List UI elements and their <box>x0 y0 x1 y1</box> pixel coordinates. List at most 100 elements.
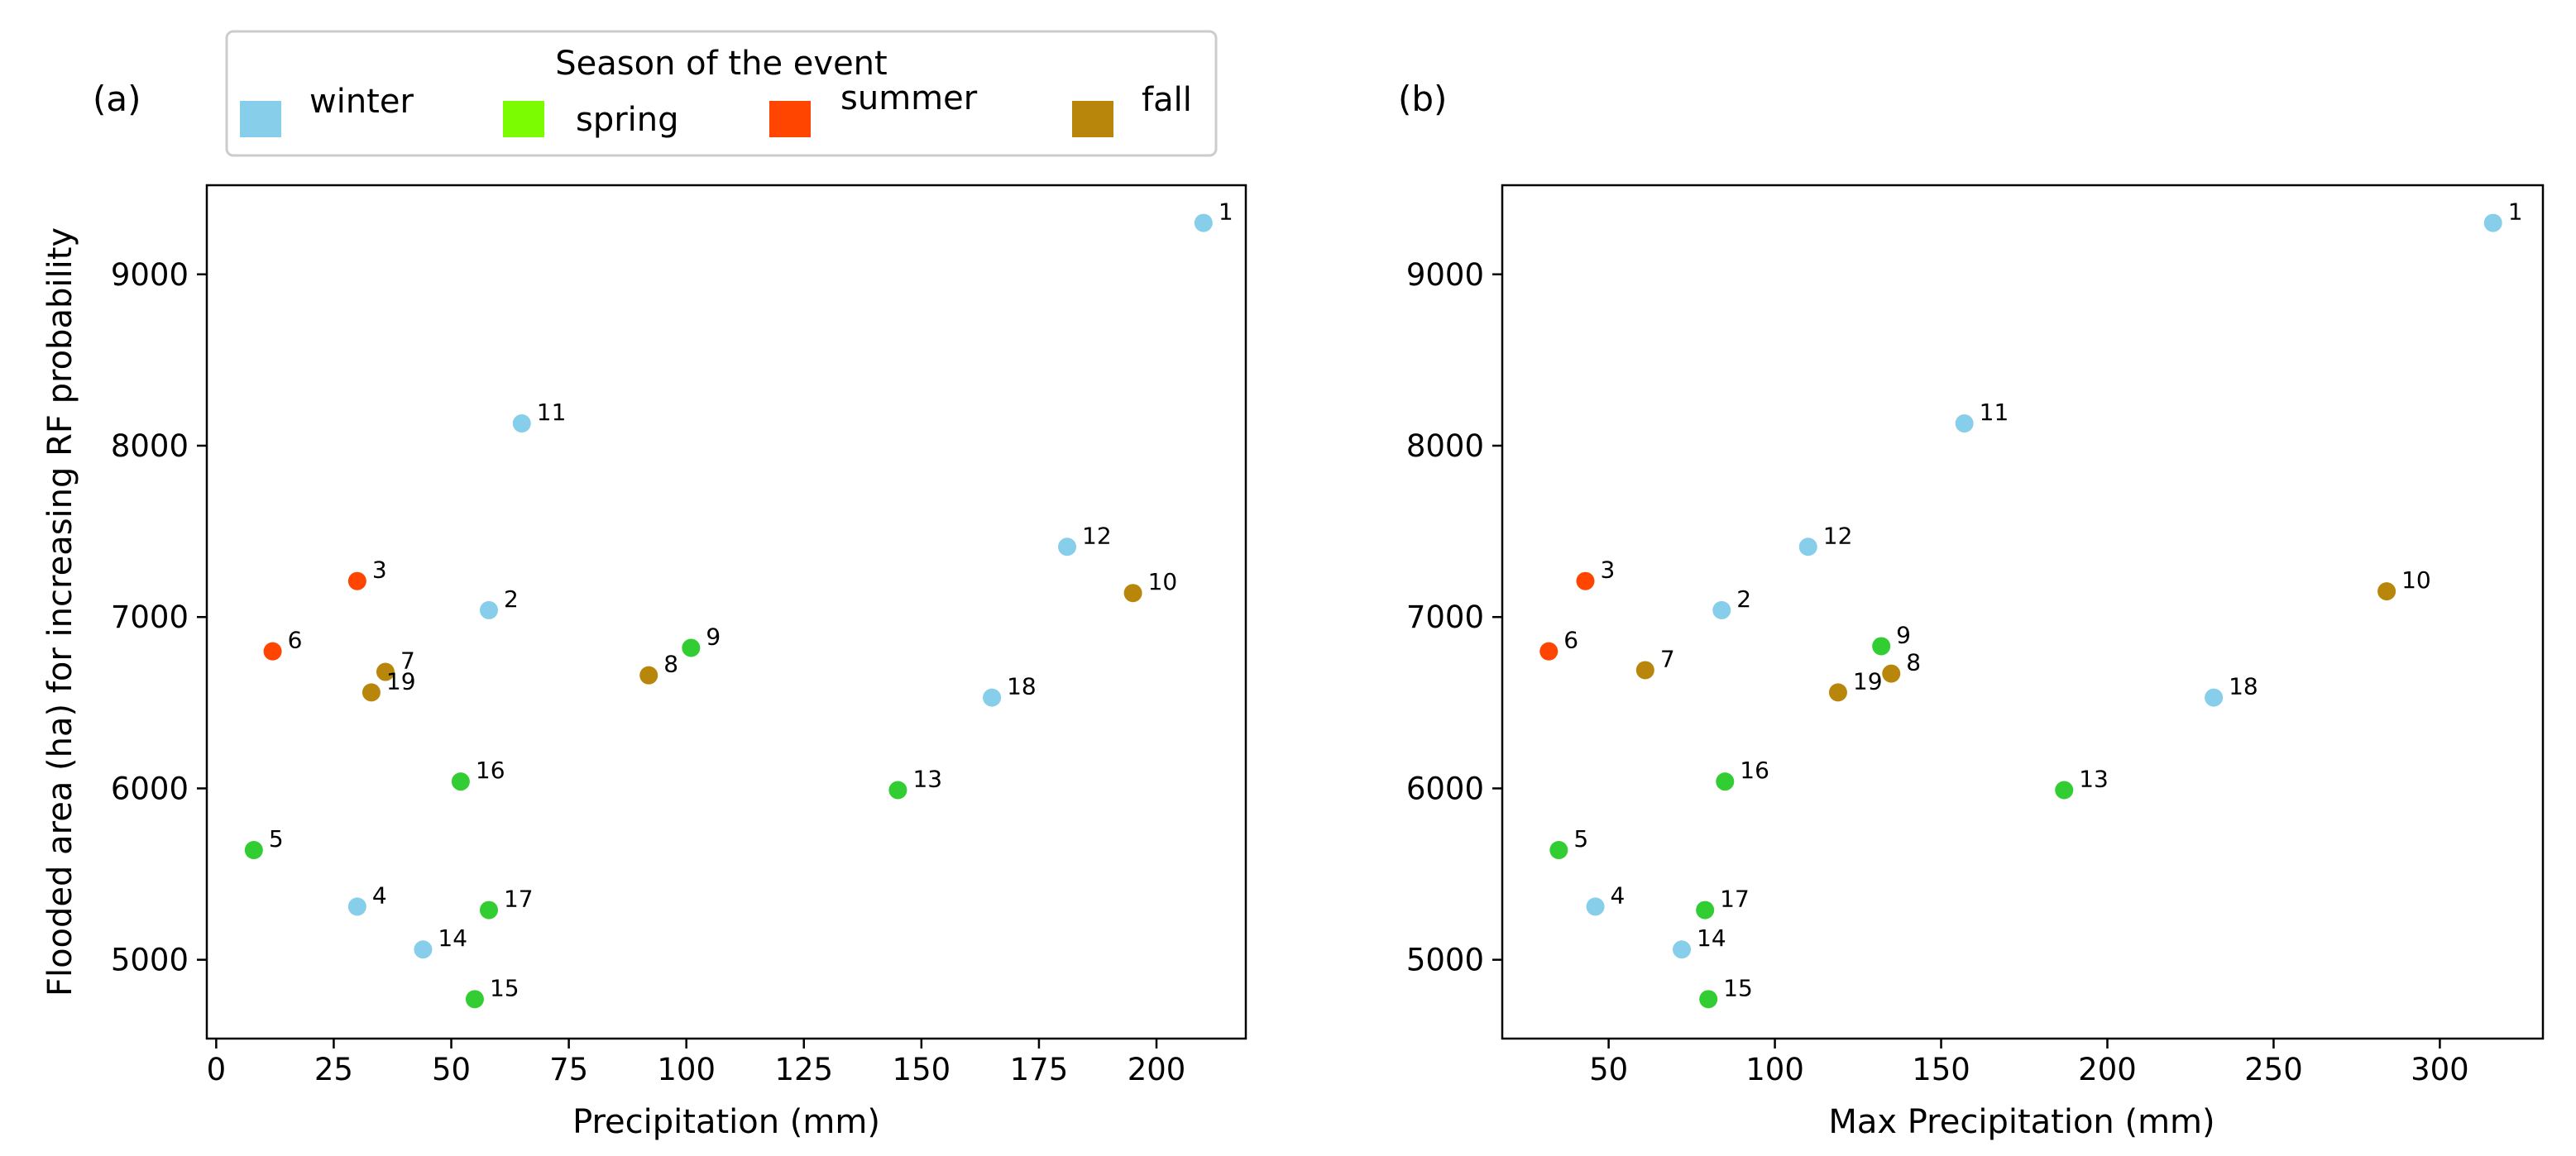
legend-label-fall: fall <box>1142 81 1192 119</box>
point-label-b-2: 2 <box>1736 585 1751 613</box>
point-label-a-10: 10 <box>1148 568 1178 595</box>
y-tick-label-b-1: 6000 <box>1406 771 1484 806</box>
x-tick-label-a-3: 75 <box>549 1052 588 1087</box>
y-tick-label-b-4: 9000 <box>1406 257 1484 293</box>
point-a-19 <box>362 683 381 702</box>
point-b-5 <box>1549 841 1568 860</box>
x-tick-label-b-1: 100 <box>1745 1052 1804 1087</box>
points-a <box>244 213 1213 1009</box>
point-b-18 <box>2205 688 2224 707</box>
legend-title: Season of the event <box>555 45 887 83</box>
y-tick-label-a-4: 9000 <box>111 257 189 293</box>
panel-label-b: (b) <box>1398 79 1447 119</box>
point-label-b-5: 5 <box>1573 825 1588 853</box>
point-label-b-4: 4 <box>1611 881 1626 909</box>
point-label-a-2: 2 <box>504 585 519 613</box>
x-tick-label-a-8: 200 <box>1128 1052 1186 1087</box>
legend-frame <box>225 30 1218 157</box>
point-label-b-12: 12 <box>1823 522 1853 549</box>
point-label-a-17: 17 <box>504 886 534 913</box>
point-a-13 <box>888 781 907 800</box>
point-a-18 <box>983 688 1002 707</box>
legend: Season of the event winter spring summer… <box>225 30 1218 157</box>
x-tick-label-a-4: 100 <box>657 1052 716 1087</box>
point-a-10 <box>1123 584 1142 603</box>
point-label-a-12: 12 <box>1082 522 1112 549</box>
x-tick-label-a-0: 0 <box>207 1052 227 1087</box>
x-axis-label-b: Max Precipitation (mm) <box>1828 1103 2214 1141</box>
point-b-15 <box>1699 990 1718 1009</box>
x-tick-label-b-5: 300 <box>2411 1052 2469 1087</box>
y-tick-label-a-1: 6000 <box>111 771 189 806</box>
point-a-15 <box>465 990 484 1009</box>
point-label-a-3: 3 <box>372 557 387 584</box>
panel-label-a: (a) <box>93 79 141 119</box>
point-label-b-6: 6 <box>1563 627 1578 654</box>
point-a-12 <box>1058 537 1077 557</box>
point-a-9 <box>682 638 701 657</box>
point-label-b-14: 14 <box>1697 924 1726 952</box>
point-a-7 <box>376 662 395 681</box>
x-tick-label-b-3: 200 <box>2078 1052 2137 1087</box>
x-tick-label-a-7: 175 <box>1010 1052 1069 1087</box>
plot-frame-b <box>1501 184 2545 1040</box>
point-label-a-4: 4 <box>372 881 387 909</box>
y-tick-label-a-2: 7000 <box>111 599 189 635</box>
y-tick-label-b-2: 7000 <box>1406 599 1484 635</box>
x-tick-label-b-0: 50 <box>1589 1052 1628 1087</box>
point-b-17 <box>1696 900 1715 920</box>
point-a-3 <box>347 571 366 590</box>
point-a-14 <box>414 940 433 959</box>
point-b-8 <box>1882 664 1901 683</box>
point-label-a-5: 5 <box>269 825 284 853</box>
legend-swatch-summer <box>769 101 811 137</box>
point-b-2 <box>1712 600 1731 619</box>
point-a-11 <box>512 414 531 433</box>
point-label-a-8: 8 <box>663 651 678 678</box>
chart-panel-b: (b) Max Precipitation (mm) 50 100 150 200 25… <box>1398 79 2545 1141</box>
point-label-a-7: 7 <box>400 647 415 675</box>
x-tick-label-b-4: 250 <box>2244 1052 2303 1087</box>
point-b-14 <box>1673 940 1692 959</box>
y-tick-label-b-3: 8000 <box>1406 428 1484 464</box>
x-tick-label-a-2: 50 <box>432 1052 471 1087</box>
legend-swatch-spring <box>503 101 544 137</box>
point-b-4 <box>1586 897 1605 916</box>
point-label-b-11: 11 <box>1980 399 2009 426</box>
point-a-8 <box>639 666 658 685</box>
point-b-10 <box>2377 582 2396 601</box>
point-a-4 <box>347 897 366 916</box>
point-b-16 <box>1716 772 1735 791</box>
point-label-a-15: 15 <box>490 974 520 1001</box>
x-tick-label-a-5: 125 <box>774 1052 833 1087</box>
x-tick-label-a-6: 150 <box>893 1052 951 1087</box>
point-b-1 <box>2483 213 2502 232</box>
y-axis-label: Flooded area (ha) for increasing RF prob… <box>41 227 79 996</box>
x-axis-label-a: Precipitation (mm) <box>572 1103 880 1141</box>
point-label-a-9: 9 <box>706 623 721 651</box>
point-label-b-18: 18 <box>2229 673 2258 700</box>
x-tick-label-a-1: 25 <box>314 1052 353 1087</box>
legend-swatch-fall <box>1072 101 1113 137</box>
point-label-a-1: 1 <box>1219 198 1233 226</box>
legend-label-summer: summer <box>840 79 978 117</box>
point-label-b-7: 7 <box>1660 645 1675 672</box>
point-label-b-9: 9 <box>1896 621 1911 648</box>
point-label-b-1: 1 <box>2508 198 2523 226</box>
point-b-13 <box>2055 781 2074 800</box>
point-label-a-19: 19 <box>386 667 416 695</box>
point-a-6 <box>263 642 282 661</box>
point-b-3 <box>1576 571 1595 590</box>
point-b-11 <box>1955 414 1974 433</box>
point-a-17 <box>479 900 498 920</box>
point-label-a-18: 18 <box>1007 673 1037 700</box>
points-b <box>1539 213 2502 1009</box>
ticks-b: 50 100 150 200 250 300 5000 6000 7000 8000 9000 <box>1406 257 2469 1087</box>
legend-swatch-winter <box>240 101 281 137</box>
point-label-a-13: 13 <box>912 766 942 793</box>
ticks-a: 0 25 50 75 100 125 150 175 200500060007000800090… <box>111 257 1186 1087</box>
point-label-b-3: 3 <box>1600 557 1615 584</box>
point-label-a-16: 16 <box>476 757 505 784</box>
